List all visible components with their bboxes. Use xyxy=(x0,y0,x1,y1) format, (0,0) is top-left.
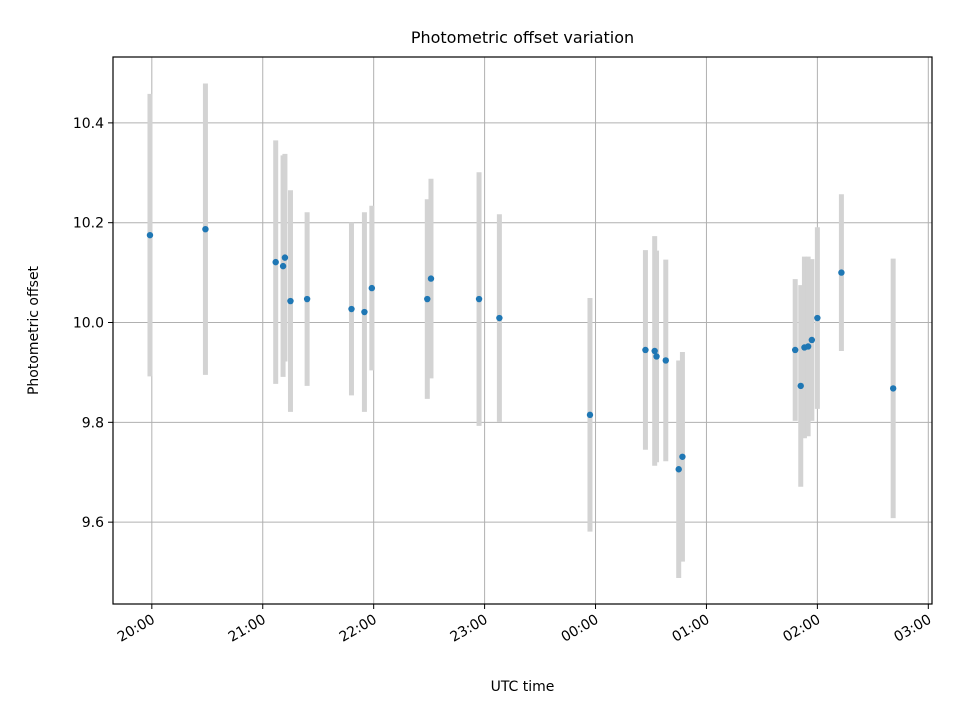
y-tick-label: 9.6 xyxy=(82,515,104,531)
data-point xyxy=(791,346,799,354)
data-point xyxy=(202,225,209,233)
data-point xyxy=(662,357,669,364)
data-point xyxy=(804,343,812,350)
data-point xyxy=(679,453,686,460)
chart-title: Photometric offset variation xyxy=(411,28,634,47)
data-point xyxy=(368,284,376,292)
plot-frame xyxy=(112,56,933,605)
data-point xyxy=(272,258,279,266)
data-point xyxy=(348,305,355,313)
y-tick-label: 9.8 xyxy=(82,415,104,431)
data-point xyxy=(361,308,368,316)
data-points xyxy=(146,225,897,473)
data-point xyxy=(675,466,682,473)
y-axis-label: Photometric offset xyxy=(26,265,42,395)
data-point xyxy=(424,295,431,303)
data-point xyxy=(279,262,287,270)
data-point xyxy=(146,231,154,239)
data-point xyxy=(586,411,594,419)
y-axis: 9.6 9.8 10.0 10.2 10.4 xyxy=(73,116,113,531)
data-point xyxy=(287,297,294,305)
data-point xyxy=(889,385,897,392)
data-point xyxy=(651,347,658,355)
data-point xyxy=(281,254,289,261)
data-point xyxy=(303,295,311,303)
data-point xyxy=(475,295,483,303)
data-point xyxy=(797,382,804,390)
y-tick-label: 10.4 xyxy=(73,116,104,132)
data-point xyxy=(642,346,649,354)
data-point xyxy=(838,269,845,276)
y-tick-label: 10.2 xyxy=(73,216,104,232)
data-point xyxy=(814,314,821,322)
data-point xyxy=(808,336,816,344)
y-tick-label: 10.0 xyxy=(73,316,104,332)
data-point xyxy=(496,314,503,322)
x-axis-label: UTC time xyxy=(491,679,555,695)
data-point xyxy=(653,353,660,360)
data-point xyxy=(427,275,435,282)
